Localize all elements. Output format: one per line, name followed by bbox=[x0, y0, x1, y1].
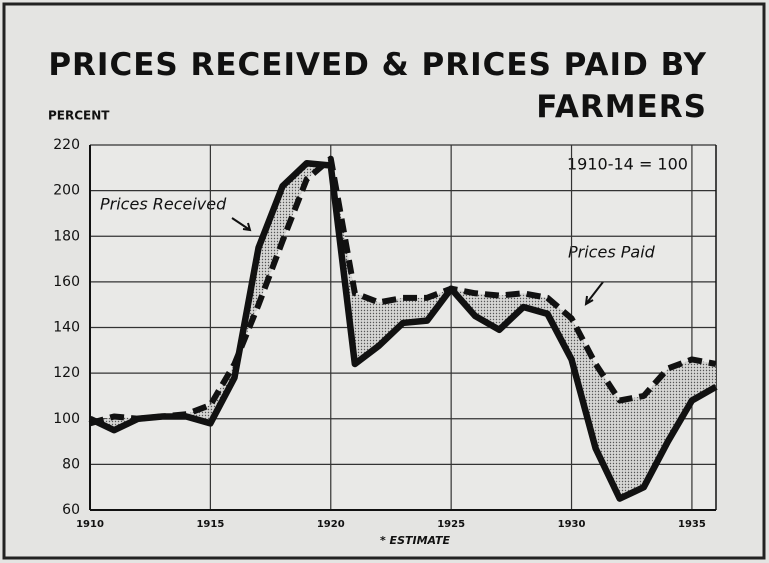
gap-shade bbox=[378, 297, 403, 346]
series-label: Prices Received bbox=[100, 195, 227, 214]
x-tick-label: 1910 bbox=[76, 519, 104, 530]
x-tick-label: 1920 bbox=[317, 519, 345, 530]
gap-shade bbox=[258, 186, 283, 305]
y-tick-label: 120 bbox=[53, 365, 80, 381]
y-tick-label: 100 bbox=[53, 411, 80, 427]
x-tick-label: 1935 bbox=[678, 519, 706, 530]
y-tick-label: 140 bbox=[53, 320, 80, 336]
annotation: 1910-14 = 100 bbox=[567, 155, 688, 174]
label-arrow bbox=[584, 281, 604, 306]
gap-shade bbox=[619, 395, 644, 499]
y-tick-label: 220 bbox=[53, 137, 80, 153]
y-tick-label: 200 bbox=[53, 183, 80, 199]
x-tick-label: 1925 bbox=[437, 519, 465, 530]
series-line bbox=[88, 160, 718, 502]
gap-shade bbox=[643, 368, 668, 488]
x-tick-label: 1915 bbox=[196, 519, 224, 530]
y-tick-label: 160 bbox=[53, 274, 80, 290]
x-tick-label: 1930 bbox=[558, 519, 586, 530]
gap-shade bbox=[475, 293, 500, 330]
series-line bbox=[89, 155, 717, 427]
label-arrow bbox=[231, 217, 252, 232]
y-tick-label: 60 bbox=[62, 502, 80, 518]
y-tick-label: 80 bbox=[62, 456, 80, 472]
series-label: Prices Paid bbox=[568, 243, 656, 262]
chart-title: PRICES RECEIVED & PRICES PAID BY FARMERS bbox=[48, 47, 707, 125]
y-tick-label: 180 bbox=[53, 228, 80, 244]
gap-shade bbox=[595, 364, 620, 499]
footnote: * ESTIMATE bbox=[380, 534, 451, 547]
gap-shade bbox=[667, 359, 692, 442]
gap-shade bbox=[403, 297, 428, 323]
y-axis-label: PERCENT bbox=[48, 109, 110, 123]
